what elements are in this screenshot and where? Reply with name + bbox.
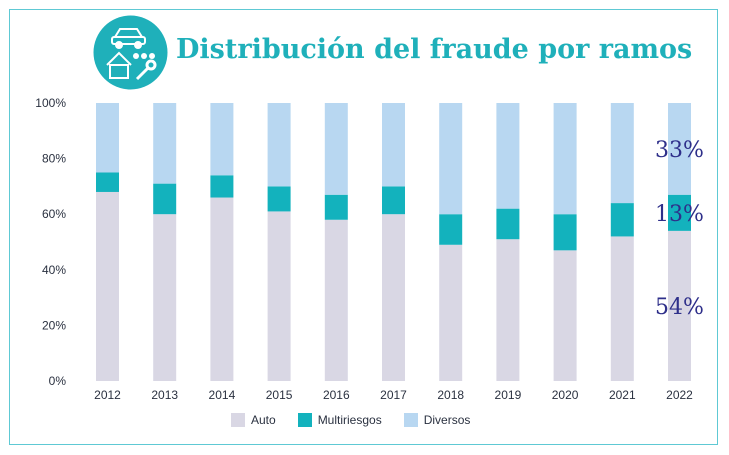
bar-segment-diversos-2013 [153, 103, 177, 184]
x-tick-label: 2018 [437, 388, 464, 402]
bar-segment-multiriesgos-2018 [439, 214, 463, 245]
legend-swatch-diversos [403, 413, 418, 427]
data-label-multiriesgos: 13% [655, 202, 704, 227]
house-icon [106, 51, 132, 79]
bar-segment-auto-2013 [153, 214, 177, 381]
bar-segment-auto-2018 [439, 244, 463, 381]
bar-segment-diversos-2014 [210, 103, 234, 176]
bar-segment-multiriesgos-2016 [324, 194, 348, 220]
bar-segment-multiriesgos-2021 [610, 203, 634, 237]
x-tick-label: 2019 [495, 388, 522, 402]
y-tick-label: 20% [42, 318, 66, 332]
legend-item-multiriesgos: Multiriesgos [297, 413, 382, 427]
bar-segment-auto-2021 [610, 236, 634, 381]
legend-swatch-auto [231, 413, 245, 427]
bar-segment-diversos-2020 [553, 103, 577, 215]
bar-segment-diversos-2015 [267, 103, 291, 187]
insurance-branches-icon [93, 15, 168, 90]
bar-segment-diversos-2012 [96, 103, 119, 173]
bar-segment-diversos-2021 [610, 103, 634, 204]
bar-segment-multiriesgos-2017 [382, 186, 405, 215]
x-tick-label: 2013 [151, 388, 178, 402]
legend-swatch-multiriesgos [297, 413, 312, 427]
y-tick-label: 60% [42, 207, 66, 221]
bar-segment-diversos-2018 [439, 103, 463, 215]
bar-segment-diversos-2016 [324, 103, 348, 195]
y-tick-label: 0% [49, 374, 67, 388]
bar-segment-auto-2022 [668, 230, 691, 381]
bar-segment-multiriesgos-2012 [96, 172, 119, 192]
x-tick-label: 2021 [609, 388, 636, 402]
bar-segment-multiriesgos-2015 [267, 186, 291, 212]
data-label-auto: 54% [655, 295, 704, 320]
x-tick-label: 2017 [380, 388, 407, 402]
wrench-icon [135, 59, 157, 81]
x-tick-label: 2020 [552, 388, 579, 402]
chart-title: Distribución del fraude por ramos [176, 34, 693, 65]
x-tick-label: 2016 [323, 388, 350, 402]
bar-segment-multiriesgos-2020 [553, 214, 577, 251]
bar-segment-auto-2012 [96, 191, 119, 381]
x-tick-label: 2012 [94, 388, 121, 402]
y-tick-label: 40% [42, 263, 66, 277]
bar-segment-auto-2016 [324, 219, 348, 381]
y-tick-label: 80% [42, 152, 66, 166]
bar-segment-auto-2015 [267, 211, 291, 381]
bar-segment-multiriesgos-2014 [210, 175, 234, 198]
bar-segment-auto-2019 [496, 239, 520, 381]
bar-segment-multiriesgos-2013 [153, 183, 177, 215]
x-tick-label: 2015 [266, 388, 293, 402]
bar-segment-multiriesgos-2019 [496, 208, 520, 240]
bar-segment-multiriesgos-2022 [668, 194, 691, 231]
bar-segment-diversos-2017 [382, 103, 405, 187]
legend-item-diversos: Diversos [403, 413, 471, 427]
legend-label-multiriesgos: Multiriesgos [317, 413, 382, 427]
bar-segment-auto-2017 [382, 214, 405, 381]
legend-item-auto: Auto [231, 413, 276, 427]
y-tick-label: 100% [35, 96, 66, 110]
bar-segment-auto-2014 [210, 197, 234, 381]
car-icon [111, 28, 146, 49]
bar-segment-diversos-2022 [668, 103, 691, 195]
dots-icon [133, 53, 155, 59]
bar-segment-diversos-2019 [496, 103, 520, 209]
legend-label-auto: Auto [251, 413, 276, 427]
bar-segment-auto-2020 [553, 250, 577, 381]
x-tick-label: 2022 [666, 388, 693, 402]
legend-label-diversos: Diversos [423, 413, 471, 427]
data-label-diversos: 33% [655, 138, 704, 163]
x-tick-label: 2014 [209, 388, 236, 402]
chart-legend: Auto Multiriesgos Diversos [231, 413, 492, 427]
